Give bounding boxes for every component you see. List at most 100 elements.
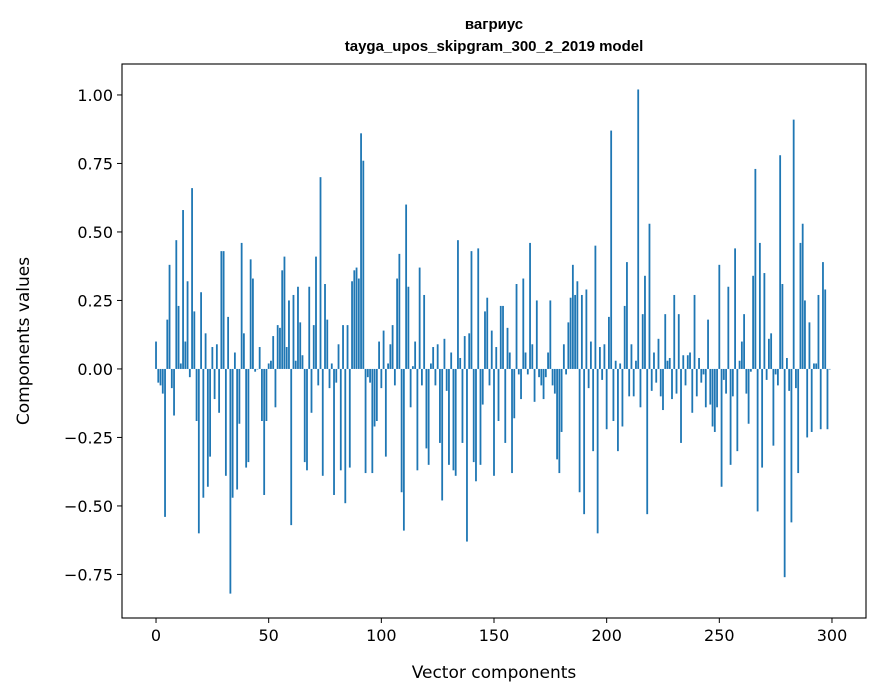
bar-65 bbox=[301, 355, 304, 369]
bar-49 bbox=[265, 368, 268, 422]
bar-270 bbox=[763, 273, 766, 369]
bar-134 bbox=[457, 240, 459, 369]
bar-272 bbox=[767, 338, 770, 369]
bar-1 bbox=[157, 368, 160, 383]
bar-189 bbox=[580, 294, 583, 369]
bar-234 bbox=[682, 355, 685, 369]
bar-87 bbox=[351, 281, 353, 369]
bar-149 bbox=[490, 330, 493, 369]
bar-211 bbox=[630, 344, 633, 369]
bar-33 bbox=[229, 368, 232, 594]
bar-58 bbox=[285, 347, 288, 369]
bar-288 bbox=[804, 300, 806, 369]
bar-218 bbox=[646, 368, 649, 515]
bar-237 bbox=[689, 352, 691, 369]
bar-169 bbox=[535, 300, 538, 369]
bar-284 bbox=[795, 368, 797, 389]
bar-186 bbox=[574, 294, 577, 369]
bar-226 bbox=[664, 314, 667, 369]
bar-9 bbox=[175, 240, 178, 369]
bar-229 bbox=[671, 368, 673, 400]
bar-42 bbox=[249, 259, 252, 369]
bar-6 bbox=[168, 264, 171, 369]
bar-35 bbox=[233, 352, 236, 369]
bar-277 bbox=[779, 155, 782, 369]
bar-283 bbox=[792, 119, 795, 369]
bar-261 bbox=[743, 314, 746, 369]
x-tick-label: 100 bbox=[366, 626, 397, 645]
bar-197 bbox=[598, 347, 601, 369]
bar-88 bbox=[353, 270, 356, 369]
bar-183 bbox=[567, 322, 570, 369]
bar-240 bbox=[695, 368, 698, 397]
bar-159 bbox=[513, 368, 516, 419]
bar-61 bbox=[292, 294, 295, 369]
bar-179 bbox=[558, 368, 561, 474]
bar-205 bbox=[617, 368, 619, 452]
bar-278 bbox=[781, 284, 784, 369]
bar-198 bbox=[601, 368, 604, 380]
bar-130 bbox=[448, 368, 450, 465]
bar-72 bbox=[317, 368, 320, 386]
bar-247 bbox=[711, 368, 714, 427]
bar-30 bbox=[222, 251, 225, 369]
bar-71 bbox=[315, 256, 317, 369]
bar-47 bbox=[261, 368, 263, 422]
bar-176 bbox=[551, 368, 554, 386]
bar-132 bbox=[452, 368, 455, 471]
bar-296 bbox=[822, 262, 824, 369]
x-tick-label: 50 bbox=[259, 626, 279, 645]
bar-70 bbox=[312, 325, 315, 369]
bar-213 bbox=[635, 360, 637, 369]
bar-122 bbox=[430, 363, 432, 369]
bar-286 bbox=[799, 242, 802, 369]
bar-37 bbox=[238, 368, 241, 424]
bar-57 bbox=[283, 256, 286, 369]
bar-36 bbox=[236, 368, 239, 490]
bar-166 bbox=[529, 242, 531, 369]
bar-228 bbox=[668, 357, 671, 369]
bar-150 bbox=[493, 368, 495, 476]
bar-256 bbox=[731, 368, 734, 397]
bar-25 bbox=[211, 347, 214, 369]
bar-43 bbox=[252, 278, 254, 369]
bar-225 bbox=[662, 368, 664, 411]
bar-112 bbox=[407, 286, 410, 369]
bar-4 bbox=[164, 368, 166, 517]
bar-266 bbox=[754, 168, 757, 369]
bar-66 bbox=[303, 368, 306, 463]
bar-248 bbox=[713, 368, 716, 432]
bar-99 bbox=[378, 341, 380, 369]
bar-82 bbox=[339, 368, 342, 471]
bar-206 bbox=[619, 363, 622, 369]
bar-141 bbox=[472, 368, 475, 463]
bar-67 bbox=[306, 368, 308, 471]
bar-126 bbox=[439, 368, 441, 443]
bar-151 bbox=[495, 347, 498, 369]
bar-76 bbox=[326, 319, 329, 369]
bar-164 bbox=[524, 352, 527, 369]
bar-86 bbox=[348, 368, 351, 468]
bar-69 bbox=[310, 368, 313, 413]
y-tick-label: 1.00 bbox=[77, 86, 113, 105]
bar-222 bbox=[655, 368, 658, 383]
bar-181 bbox=[562, 344, 565, 369]
bar-190 bbox=[583, 368, 586, 515]
bar-109 bbox=[400, 368, 403, 493]
bar-124 bbox=[434, 368, 437, 386]
bar-133 bbox=[454, 368, 457, 476]
bar-121 bbox=[427, 368, 430, 465]
bar-81 bbox=[337, 344, 340, 369]
bar-68 bbox=[308, 286, 311, 369]
bar-84 bbox=[344, 368, 347, 504]
bar-156 bbox=[506, 327, 509, 369]
bar-271 bbox=[765, 368, 768, 380]
bar-2 bbox=[159, 368, 162, 386]
bar-19 bbox=[197, 368, 200, 534]
bar-107 bbox=[396, 278, 399, 369]
bar-257 bbox=[734, 248, 736, 369]
bar-60 bbox=[290, 368, 293, 526]
bar-252 bbox=[722, 368, 725, 380]
bar-83 bbox=[342, 325, 344, 369]
bar-298 bbox=[826, 368, 829, 430]
